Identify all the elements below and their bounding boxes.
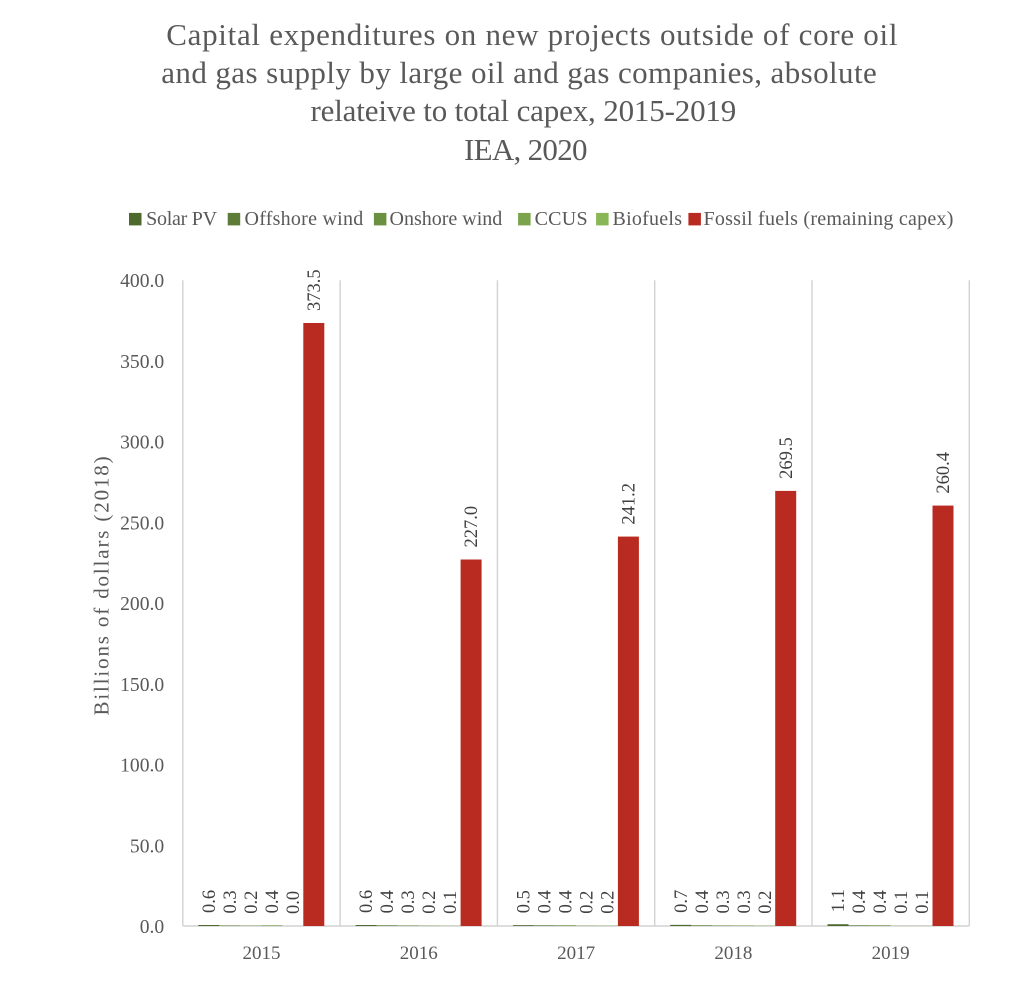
svg-text:0.4: 0.4 <box>557 890 577 913</box>
svg-text:0.4: 0.4 <box>693 890 713 913</box>
svg-text:Solar PV: Solar PV <box>146 208 218 230</box>
svg-text:0.1: 0.1 <box>441 891 461 914</box>
svg-text:241.2: 241.2 <box>620 483 640 525</box>
svg-text:269.5: 269.5 <box>777 437 797 479</box>
svg-text:2016: 2016 <box>400 943 438 964</box>
svg-text:0.2: 0.2 <box>420 891 440 914</box>
svg-text:IEA, 2020: IEA, 2020 <box>464 132 587 167</box>
svg-text:1.1: 1.1 <box>829 889 849 912</box>
svg-text:0.2: 0.2 <box>578 891 598 914</box>
svg-text:0.1: 0.1 <box>892 891 912 914</box>
svg-text:0.6: 0.6 <box>357 890 377 913</box>
svg-text:and gas supply by large oil an: and gas supply by large oil and gas comp… <box>161 55 877 90</box>
svg-text:CCUS: CCUS <box>535 208 588 230</box>
svg-text:0.4: 0.4 <box>378 890 398 913</box>
svg-text:Billions of dollars (2018): Billions of dollars (2018) <box>90 454 114 715</box>
svg-text:227.0: 227.0 <box>462 506 482 548</box>
svg-text:0.2: 0.2 <box>756 891 776 914</box>
svg-text:Biofuels: Biofuels <box>613 208 683 230</box>
svg-text:0.4: 0.4 <box>850 890 870 913</box>
svg-text:0.3: 0.3 <box>735 890 755 913</box>
svg-text:0.4: 0.4 <box>871 890 891 913</box>
svg-text:relateive to total capex, 2015: relateive to total capex, 2015-2019 <box>310 93 736 128</box>
svg-text:Onshore wind: Onshore wind <box>390 208 503 230</box>
svg-text:2017: 2017 <box>557 943 595 964</box>
svg-text:0.7: 0.7 <box>672 890 692 913</box>
svg-text:0.0: 0.0 <box>284 891 304 914</box>
svg-text:260.4: 260.4 <box>934 452 954 494</box>
svg-text:0.4: 0.4 <box>263 890 283 913</box>
svg-text:373.5: 373.5 <box>305 269 325 311</box>
svg-text:0.4: 0.4 <box>536 890 556 913</box>
svg-text:2019: 2019 <box>872 943 910 964</box>
svg-text:0.0: 0.0 <box>140 917 165 938</box>
svg-text:250.0: 250.0 <box>120 513 164 534</box>
svg-text:50.0: 50.0 <box>130 836 164 857</box>
svg-text:0.6: 0.6 <box>200 890 220 913</box>
svg-text:100.0: 100.0 <box>120 756 164 777</box>
svg-text:200.0: 200.0 <box>120 594 164 615</box>
svg-text:0.2: 0.2 <box>599 891 619 914</box>
svg-text:350.0: 350.0 <box>120 352 164 373</box>
svg-text:Offshore wind: Offshore wind <box>245 208 364 230</box>
svg-text:0.2: 0.2 <box>242 891 262 914</box>
svg-text:400.0: 400.0 <box>120 271 164 292</box>
svg-text:2015: 2015 <box>243 943 281 964</box>
svg-text:150.0: 150.0 <box>120 675 164 696</box>
svg-text:0.1: 0.1 <box>913 891 933 914</box>
svg-text:0.3: 0.3 <box>221 890 241 913</box>
svg-text:300.0: 300.0 <box>120 433 164 454</box>
svg-text:Capital expenditures on new pr: Capital expenditures on new projects out… <box>166 17 898 52</box>
svg-text:0.3: 0.3 <box>399 890 419 913</box>
svg-text:0.3: 0.3 <box>714 890 734 913</box>
svg-text:2018: 2018 <box>714 943 752 964</box>
svg-text:0.5: 0.5 <box>515 890 535 913</box>
svg-text:Fossil fuels (remaining capex): Fossil fuels (remaining capex) <box>704 208 954 230</box>
